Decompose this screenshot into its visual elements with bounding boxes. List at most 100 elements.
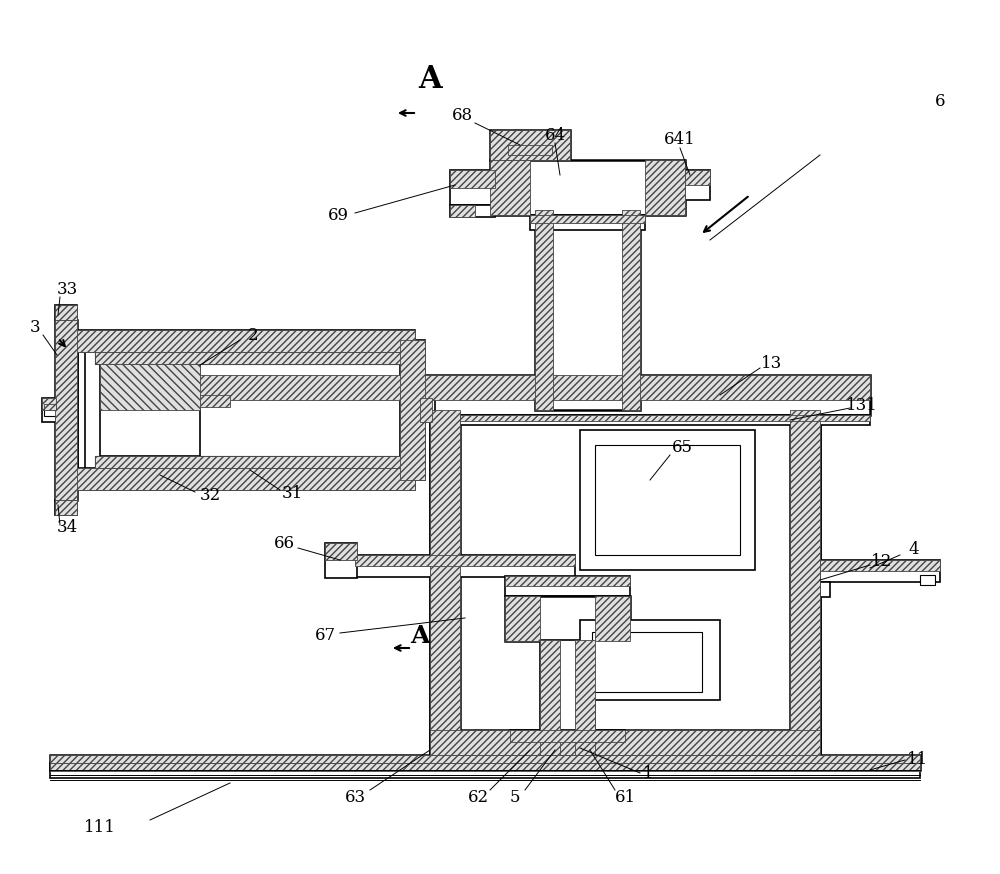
Bar (55, 500, 77, 515)
Bar (510, 730, 625, 742)
Bar (95, 456, 405, 468)
Text: 63: 63 (344, 789, 366, 807)
Bar (55, 320, 77, 500)
Bar (55, 305, 77, 320)
Text: 3: 3 (30, 320, 40, 336)
Bar (790, 410, 820, 755)
Bar (540, 640, 560, 755)
Bar (645, 160, 685, 215)
Bar (55, 320, 77, 500)
Bar (535, 210, 553, 410)
Bar (460, 415, 870, 421)
Bar (325, 543, 357, 560)
Text: 1: 1 (643, 765, 653, 781)
Bar (44, 404, 56, 410)
Text: 68: 68 (451, 107, 473, 123)
Bar (685, 170, 710, 200)
Bar (42, 398, 56, 422)
Bar (490, 130, 570, 160)
Bar (55, 305, 77, 320)
Bar (820, 560, 940, 582)
Bar (95, 456, 405, 468)
Bar (622, 210, 640, 410)
Bar (75, 330, 415, 352)
Bar (490, 130, 570, 160)
Bar (100, 364, 200, 456)
Bar (170, 375, 870, 415)
Text: 13: 13 (761, 355, 783, 371)
Text: 6: 6 (935, 94, 945, 110)
Bar (820, 582, 830, 597)
Text: 62: 62 (467, 789, 489, 807)
Bar (430, 410, 460, 755)
Bar (60, 335, 78, 485)
Bar (95, 352, 405, 364)
Bar (100, 364, 200, 410)
Bar (450, 170, 495, 188)
Bar (170, 375, 870, 400)
Bar (580, 620, 720, 700)
Bar (75, 468, 415, 490)
Bar (430, 410, 820, 755)
Text: 2: 2 (248, 327, 258, 343)
Bar (505, 576, 630, 586)
Text: 67: 67 (314, 627, 336, 643)
Text: 69: 69 (328, 206, 349, 224)
Text: 32: 32 (199, 488, 221, 504)
Bar (420, 398, 432, 422)
Bar (790, 410, 820, 755)
Bar (450, 205, 475, 217)
Text: A: A (410, 624, 430, 648)
Bar (530, 215, 645, 230)
Bar (55, 500, 77, 515)
Text: A: A (418, 65, 442, 95)
Bar (508, 145, 552, 163)
Bar (44, 404, 56, 416)
Bar (595, 596, 630, 641)
Text: 34: 34 (56, 519, 78, 537)
Bar (450, 170, 495, 205)
Bar (50, 763, 920, 771)
Bar (430, 730, 820, 755)
Text: 33: 33 (56, 281, 78, 299)
Bar (540, 640, 595, 755)
Bar (530, 215, 645, 223)
Bar (430, 410, 460, 755)
Bar (400, 340, 425, 480)
Text: 66: 66 (274, 535, 294, 551)
Bar (592, 632, 702, 692)
Bar (85, 352, 405, 468)
Bar (355, 555, 575, 577)
Text: 61: 61 (614, 789, 636, 807)
Bar (420, 398, 435, 422)
Bar (430, 730, 820, 755)
Bar (505, 576, 630, 596)
Bar (75, 468, 415, 490)
Text: 641: 641 (664, 131, 696, 149)
Bar (450, 205, 495, 217)
Bar (460, 415, 870, 425)
Text: 64: 64 (544, 127, 566, 143)
Text: 65: 65 (672, 440, 692, 456)
Text: 12: 12 (871, 553, 893, 571)
Bar (50, 755, 920, 763)
Bar (170, 395, 230, 407)
Bar (535, 210, 640, 410)
Bar (505, 596, 630, 641)
Bar (325, 543, 357, 578)
Bar (75, 330, 415, 352)
Bar (95, 352, 405, 364)
Text: 131: 131 (846, 397, 878, 413)
Bar (170, 395, 230, 415)
Bar (355, 555, 575, 566)
Bar (685, 170, 710, 185)
Bar (42, 398, 56, 410)
Bar (50, 755, 920, 770)
Text: 5: 5 (510, 789, 520, 807)
Bar (490, 160, 530, 215)
Text: 11: 11 (907, 752, 929, 768)
Text: 31: 31 (281, 484, 303, 502)
Bar (508, 145, 552, 155)
Bar (490, 160, 685, 215)
Bar (50, 763, 920, 778)
